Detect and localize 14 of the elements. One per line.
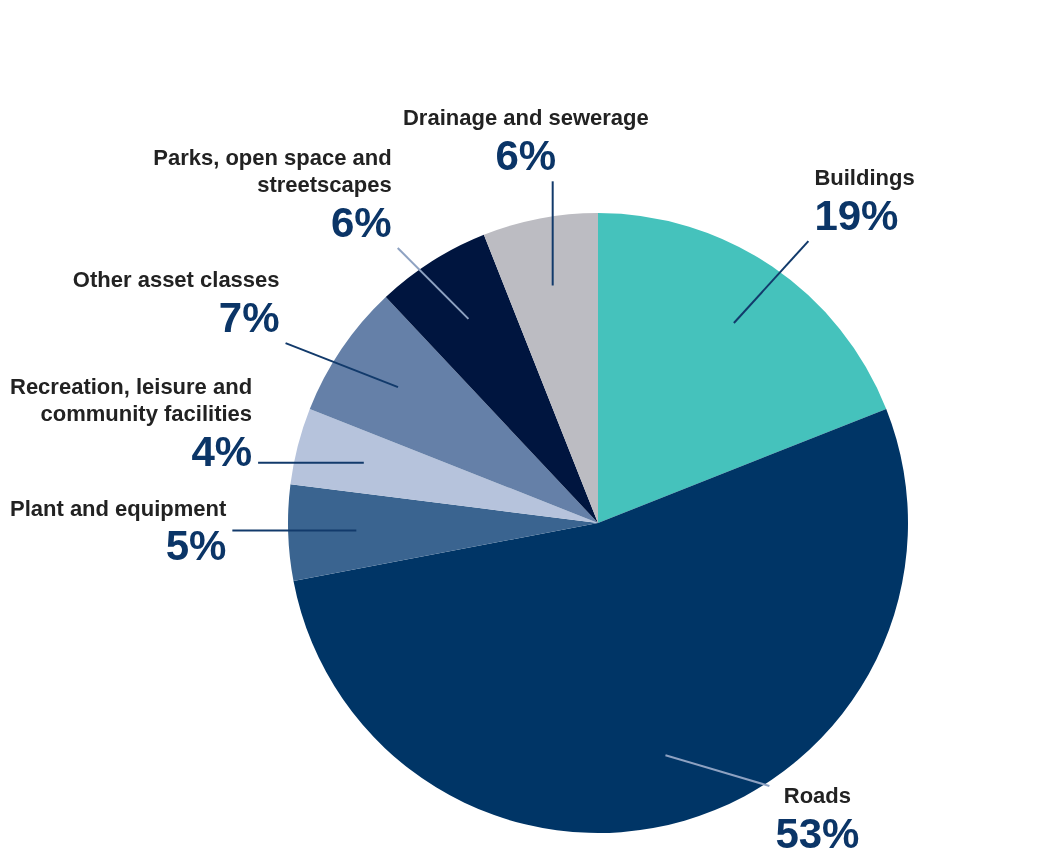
slice-label: Buildings	[814, 165, 915, 191]
slice-label: Plant and equipment	[9, 495, 228, 521]
data-label: 19%	[814, 191, 899, 239]
slice-label: Parks, open space and streetscapes	[153, 145, 392, 197]
data-label: 6%	[331, 198, 392, 246]
data-label: 5%	[165, 522, 227, 570]
slice-label: Other asset classes	[72, 267, 280, 293]
data-label: 7%	[218, 293, 280, 341]
data-label: 6%	[495, 131, 557, 179]
slice-label: Roads	[783, 783, 852, 809]
slice-label: Recreation, leisure and community facilities	[9, 374, 253, 427]
data-label: 4%	[191, 427, 253, 475]
data-label: 53%	[775, 809, 860, 857]
slice-label: Drainage and sewerage	[402, 105, 649, 131]
